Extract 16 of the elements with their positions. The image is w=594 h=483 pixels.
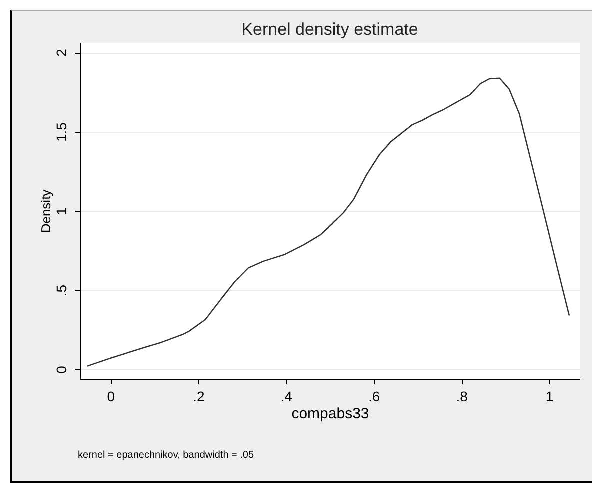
y-axis-title: Density — [38, 189, 54, 234]
y-tick-label: 2 — [54, 48, 70, 57]
y-tick-label: .5 — [54, 284, 70, 297]
x-tick-label: .8 — [456, 388, 468, 404]
x-tick-label: .6 — [368, 388, 380, 404]
line-series — [86, 78, 570, 367]
x-tick-label: 0 — [107, 388, 116, 404]
x-axis-title: compabs33 — [292, 406, 370, 422]
x-tick-label: .4 — [280, 388, 293, 404]
y-tick-label: 1 — [54, 207, 70, 216]
chart-title: Kernel density estimate — [242, 20, 418, 39]
y-tick-label: 1.5 — [54, 122, 70, 142]
x-tick-label: .2 — [193, 388, 205, 404]
y-tick-label: 0 — [54, 366, 70, 374]
x-tick-label: 1 — [546, 388, 554, 404]
text: kernel = epanechnikov, bandwidth = .05 — [78, 450, 254, 461]
